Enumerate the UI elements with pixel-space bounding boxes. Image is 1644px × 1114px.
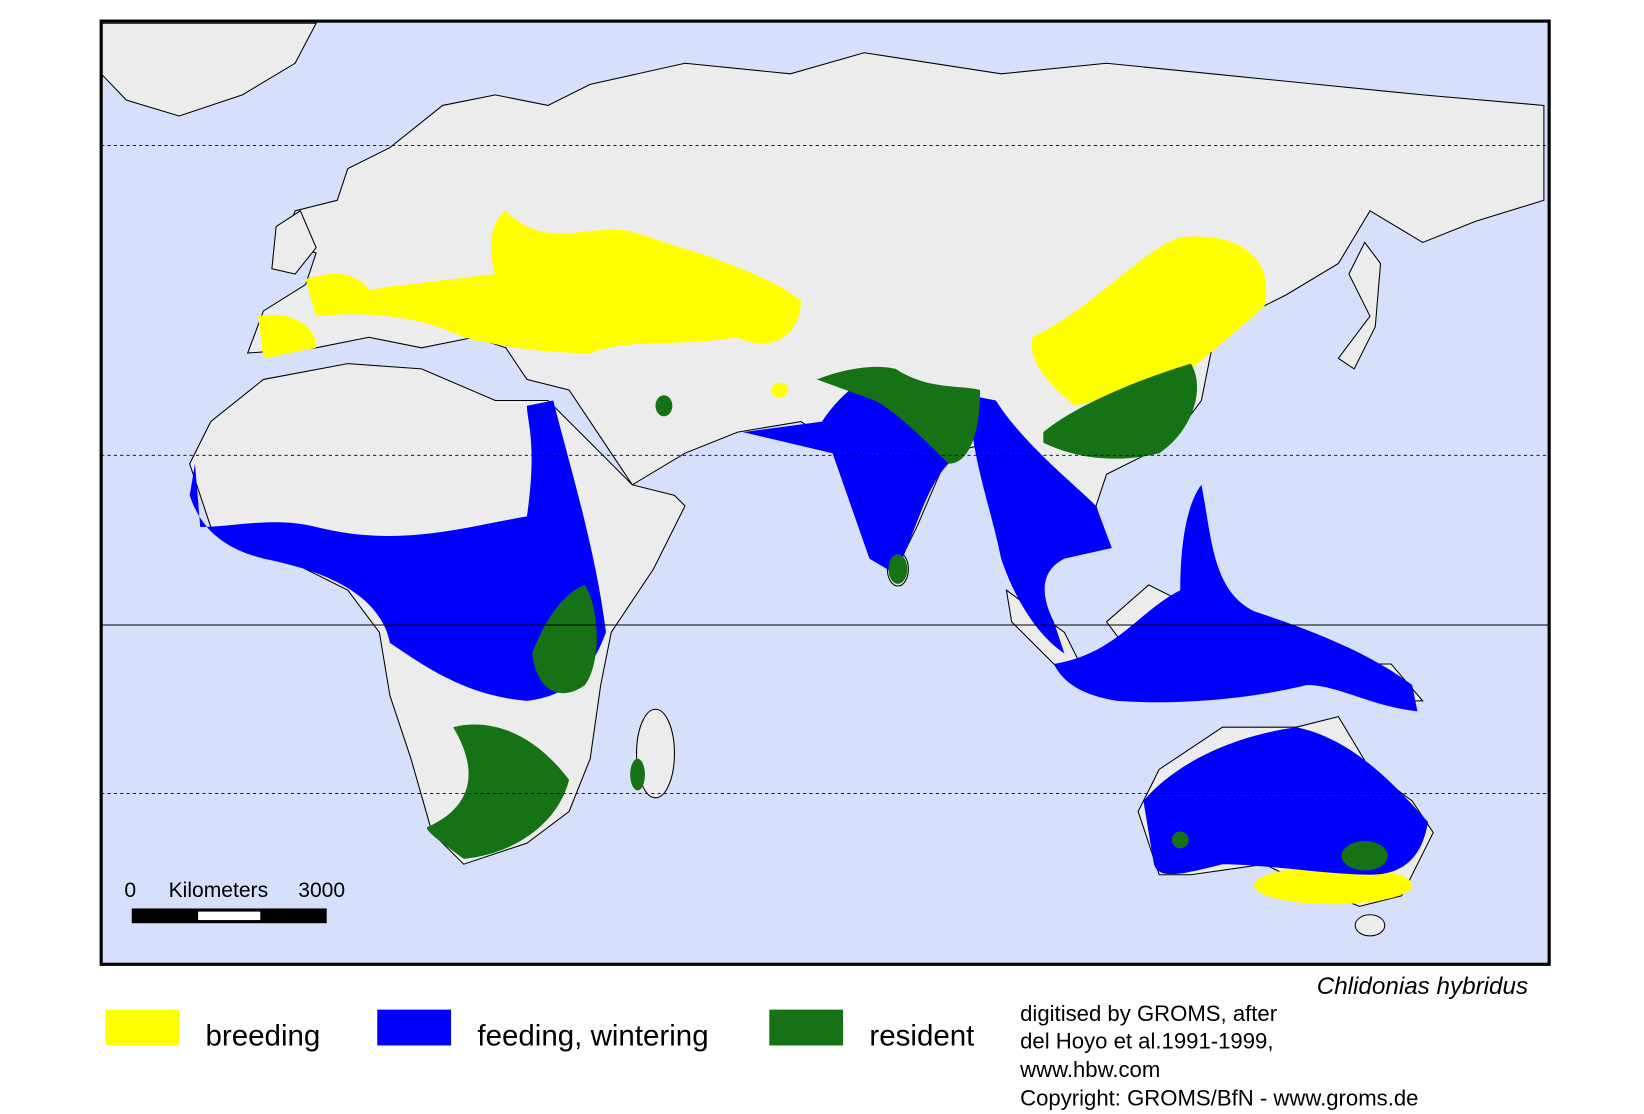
legend-label: resident	[869, 1019, 974, 1052]
range-area	[655, 395, 673, 417]
map-frame	[99, 19, 1551, 966]
scale-end: 3000	[298, 879, 345, 902]
credit-line: digitised by GROMS, after	[1020, 1001, 1277, 1026]
range-area	[305, 210, 801, 354]
range-area	[189, 400, 606, 701]
range-area	[1143, 727, 1428, 875]
scale-bar: 0 Kilometers 3000	[124, 879, 345, 924]
madagascar	[635, 708, 675, 799]
map: 0 Kilometers 3000	[99, 19, 1551, 966]
range-area	[426, 724, 570, 859]
legend-swatch	[105, 1009, 180, 1046]
range-area	[1254, 866, 1413, 905]
greenland	[100, 22, 318, 117]
credit-line: del Hoyo et al.1991-1999,	[1020, 1029, 1273, 1054]
range-area	[1171, 831, 1189, 849]
range-area	[1043, 363, 1198, 459]
credits: digitised by GROMS, after del Hoyo et al…	[1019, 1001, 1418, 1110]
scale-start: 0	[124, 879, 136, 902]
breeding-range	[258, 210, 1413, 905]
legend-label: feeding, wintering	[477, 1019, 708, 1052]
legend-swatch	[769, 1009, 844, 1046]
range-area	[1053, 484, 1418, 712]
range-area	[258, 314, 317, 359]
range-area	[888, 554, 908, 584]
credit-line: www.hbw.com	[1019, 1057, 1160, 1082]
scale-unit: Kilometers	[169, 879, 269, 902]
species-name: Chlidonias hybridus	[1317, 973, 1528, 1000]
range-area	[1031, 236, 1267, 406]
scale-segment	[198, 911, 261, 921]
range-area	[816, 366, 981, 464]
range-area	[630, 758, 645, 791]
range-area	[771, 382, 789, 398]
legend-swatch	[377, 1009, 452, 1046]
resident-range	[426, 363, 1388, 871]
tasmania	[1354, 914, 1386, 937]
range-area	[969, 395, 1112, 654]
range-area	[532, 584, 597, 694]
legend: breeding feeding, wintering resident	[105, 1009, 974, 1052]
legend-label: breeding	[206, 1019, 321, 1052]
range-area	[1341, 841, 1388, 871]
japan	[1337, 241, 1382, 370]
britain	[271, 210, 317, 275]
range-area	[742, 374, 949, 575]
feeding-wintering-range	[189, 374, 1428, 875]
credit-line: Copyright: GROMS/BfN - www.groms.de	[1020, 1086, 1418, 1111]
